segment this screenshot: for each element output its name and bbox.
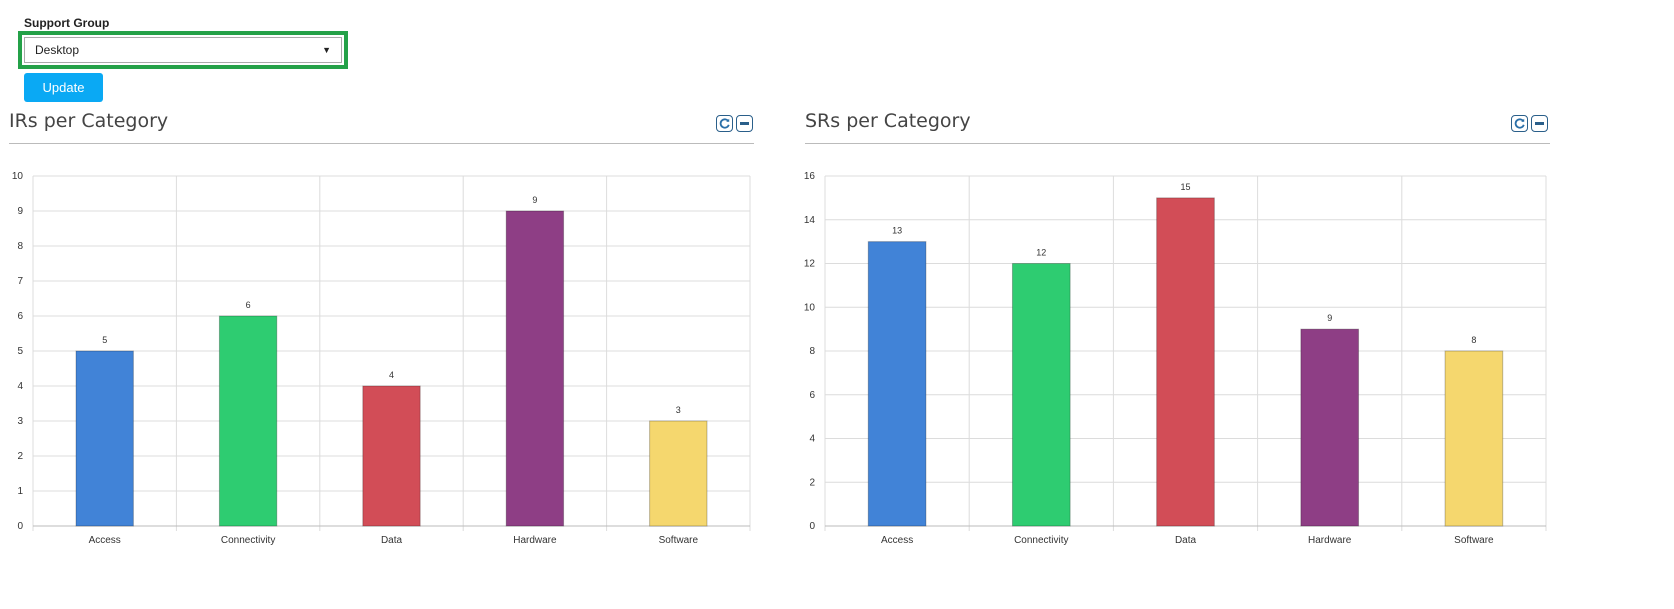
refresh-icon[interactable] [1511,115,1528,132]
chart-irs-per-category: 0 1 2 3 4 5 6 7 8 9 10 5 Access 6 Connectivity 4 Data 9 Ha… [12,171,751,546]
refresh-icon[interactable] [716,115,733,132]
y-tick-label: 6 [809,390,815,401]
x-tick-label: Software [659,535,699,546]
panel-divider [805,143,1550,144]
x-tick-label: Access [881,535,913,546]
support-group-selected-value: Desktop [35,43,80,57]
data-label: 5 [102,335,107,345]
y-tick-label: 9 [17,206,23,217]
y-tick-label: 4 [17,381,23,392]
data-label: 8 [1471,335,1476,345]
minus-icon[interactable] [1531,115,1548,132]
update-button[interactable]: Update [24,73,103,102]
support-group-select[interactable]: Desktop ▼ [24,37,342,63]
chart-srs-per-category: 0 2 4 6 8 10 12 14 16 13 Access 12 Connectivity 15 Dat… [804,171,1547,546]
x-tick-label: Data [1175,535,1197,546]
dropdown-caret-icon: ▼ [322,45,331,55]
x-tick-label: Connectivity [221,535,275,546]
bar [867,241,927,527]
bar [1011,263,1071,527]
x-tick-label: Data [381,535,403,546]
y-tick-label: 14 [804,215,816,226]
panel-title-irs: IRs per Category [9,110,169,132]
bar [75,350,134,527]
bar [505,210,565,527]
x-tick-label: Access [89,535,121,546]
y-tick-label: 0 [809,521,815,532]
data-label: 4 [389,370,394,380]
y-tick-label: 16 [804,171,816,182]
x-tick-label: Hardware [513,535,557,546]
y-tick-label: 1 [17,486,23,497]
y-tick-label: 10 [804,302,816,313]
y-tick-label: 0 [17,521,23,532]
data-label: 15 [1180,182,1190,192]
bar [649,420,708,527]
data-label: 3 [676,405,681,415]
panel-divider [9,143,754,144]
y-tick-label: 8 [809,346,815,357]
data-label: 13 [892,226,902,236]
y-tick-label: 3 [17,416,23,427]
x-tick-label: Software [1454,535,1494,546]
bar [362,385,421,527]
support-group-highlight [18,31,348,69]
bar [1444,350,1504,527]
x-tick-label: Hardware [1308,535,1352,546]
y-tick-label: 12 [804,259,816,270]
panel-title-srs: SRs per Category [805,110,971,132]
data-label: 12 [1036,248,1046,258]
bar [1300,328,1360,527]
y-tick-label: 2 [809,477,815,488]
data-label: 9 [532,195,537,205]
y-tick-label: 8 [17,241,23,252]
y-tick-label: 10 [12,171,24,182]
bar [1156,197,1215,527]
bar [218,315,278,527]
x-tick-label: Connectivity [1014,535,1068,546]
y-tick-label: 5 [17,346,23,357]
y-tick-label: 7 [17,276,23,287]
y-tick-label: 2 [17,451,23,462]
y-tick-label: 6 [17,311,23,322]
y-tick-label: 4 [809,434,815,445]
support-group-label: Support Group [24,16,110,30]
data-label: 9 [1327,313,1332,323]
data-label: 6 [246,300,251,310]
minus-icon[interactable] [736,115,753,132]
